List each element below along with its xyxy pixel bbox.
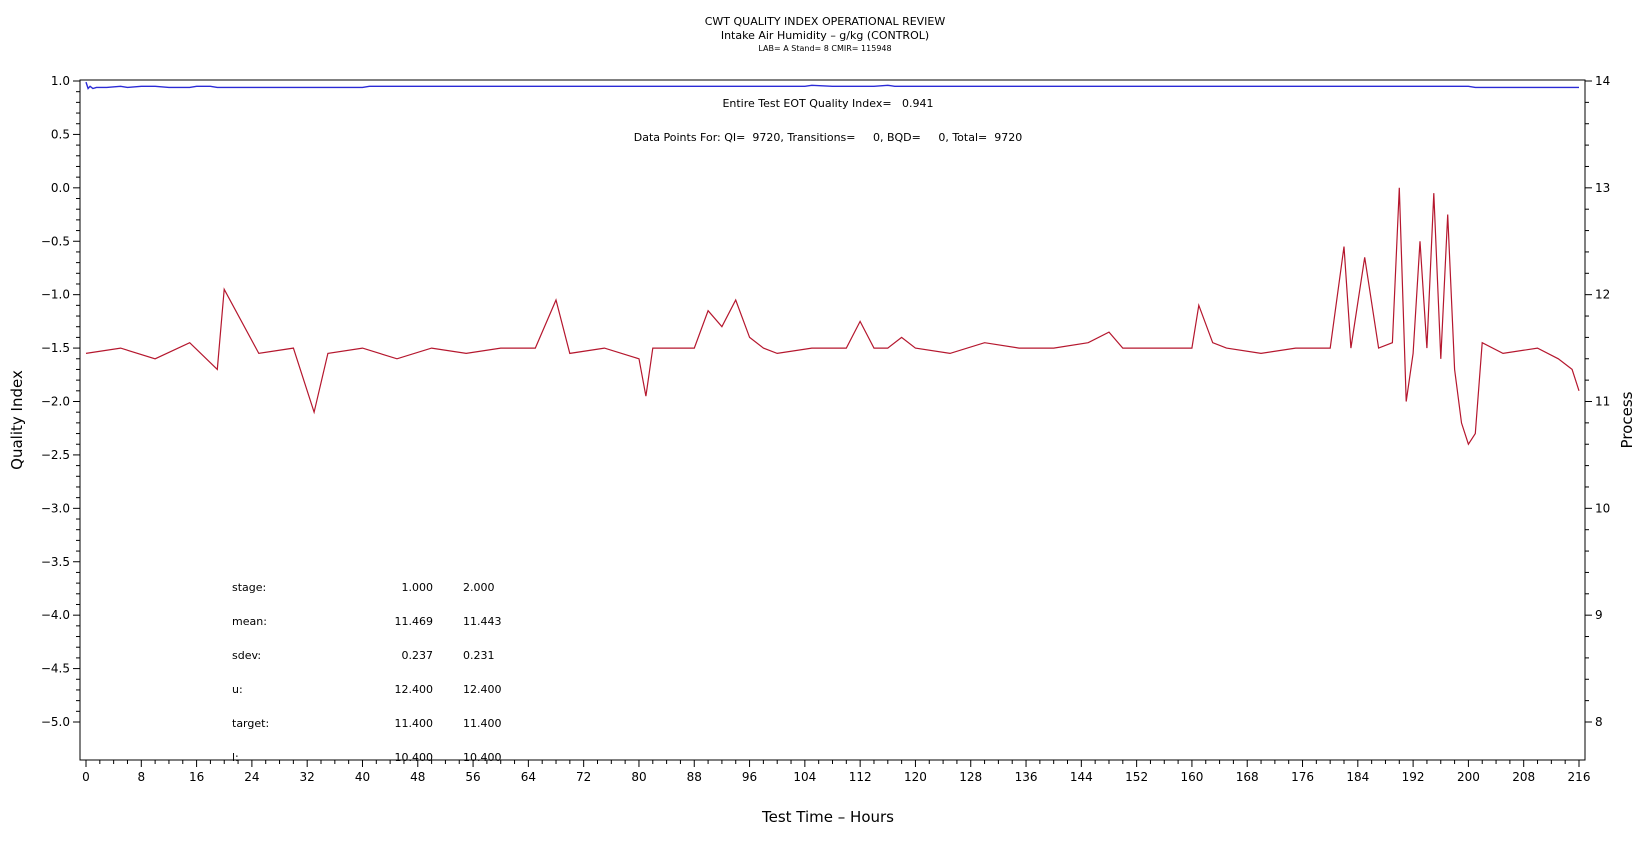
x-tick-label: 96	[742, 770, 757, 784]
x-tick-label: 8	[137, 770, 145, 784]
x-tick-label: 104	[793, 770, 816, 784]
y-left-tick-label: −4.0	[41, 608, 70, 622]
stats-row-value-stage2: 2.000	[463, 581, 495, 594]
x-tick-label: 16	[189, 770, 204, 784]
y-left-tick-label: −1.0	[41, 288, 70, 302]
y-right-tick-label: 12	[1595, 288, 1610, 302]
y-right-tick-label: 13	[1595, 181, 1610, 195]
stats-row-label: mean:	[232, 615, 267, 628]
x-tick-label: 0	[82, 770, 90, 784]
x-tick-label: 200	[1457, 770, 1480, 784]
quality-index-series-line	[85, 81, 1579, 90]
stats-row-value-stage2: 11.443	[463, 615, 502, 628]
x-tick-label: 24	[244, 770, 259, 784]
y-left-tick-label: 0.0	[51, 181, 70, 195]
x-axis-label: Test Time – Hours	[761, 808, 894, 826]
x-tick-label: 192	[1402, 770, 1425, 784]
stats-table: stage: 1.000 2.000 mean: 11.469 11.443 sdev: 0.…	[232, 581, 502, 764]
chart-subtitle: Intake Air Humidity – g/kg (CONTROL)	[721, 29, 929, 42]
stats-row-value-stage1: 1.000	[402, 581, 434, 594]
stats-row-value-stage2: 0.231	[463, 649, 495, 662]
y-left-tick-label: −4.5	[41, 662, 70, 676]
x-tick-label: 208	[1512, 770, 1535, 784]
stats-row-label: sdev:	[232, 649, 261, 662]
y-axis-right-label: Process	[1618, 391, 1636, 448]
x-tick-label: 80	[631, 770, 646, 784]
y-left-tick-label: −3.5	[41, 555, 70, 569]
x-axis-ticks: 0 8 16 24 32 40 48 56 64 72 80 88 96 104 112 120 128 136 1…	[82, 760, 1590, 784]
stats-row-value-stage1: 11.400	[395, 717, 434, 730]
y-axis-left-ticks: 1.0 0.5 0.0 −0.5 −1.0 −1.5 −2.0 −2.5 −3.0 −3.5 −4.…	[41, 74, 80, 729]
y-left-tick-label: −5.0	[41, 715, 70, 729]
y-left-tick-label: −2.0	[41, 395, 70, 409]
x-tick-label: 40	[355, 770, 370, 784]
y-right-tick-label: 8	[1595, 715, 1603, 729]
y-left-tick-label: −3.0	[41, 501, 70, 515]
x-tick-label: 72	[576, 770, 591, 784]
plot-frame	[79, 79, 1586, 761]
y-left-tick-label: 1.0	[51, 74, 70, 88]
chart-meta: LAB= A Stand= 8 CMIR= 115948	[758, 44, 891, 53]
stats-row-value-stage2: 10.400	[463, 751, 502, 764]
x-tick-label: 176	[1291, 770, 1314, 784]
stats-row-label: l:	[232, 751, 239, 764]
x-tick-label: 48	[410, 770, 425, 784]
stats-row-value-stage2: 12.400	[463, 683, 502, 696]
x-tick-label: 120	[904, 770, 927, 784]
y-right-tick-label: 14	[1595, 74, 1610, 88]
eot-quality-label: Entire Test EOT Quality Index= 0.941	[722, 97, 933, 110]
x-tick-label: 144	[1070, 770, 1093, 784]
y-left-tick-label: −2.5	[41, 448, 70, 462]
x-tick-label: 136	[1015, 770, 1038, 784]
data-points-label: Data Points For: QI= 9720, Transitions= …	[634, 131, 1022, 144]
x-tick-label: 64	[521, 770, 536, 784]
stats-row-value-stage1: 10.400	[395, 751, 434, 764]
x-tick-label: 128	[959, 770, 982, 784]
y-right-tick-label: 11	[1595, 395, 1610, 409]
y-axis-right-ticks: 14 13 12 11 10 9 8	[1585, 74, 1610, 729]
y-right-tick-label: 9	[1595, 608, 1603, 622]
process-series-line	[85, 187, 1580, 446]
x-tick-label: 168	[1236, 770, 1259, 784]
y-left-tick-label: −0.5	[41, 234, 70, 248]
x-tick-label: 56	[465, 770, 480, 784]
x-tick-label: 184	[1346, 770, 1369, 784]
y-right-tick-label: 10	[1595, 501, 1610, 515]
x-tick-label: 32	[300, 770, 315, 784]
stats-row-label: u:	[232, 683, 243, 696]
y-left-tick-label: −1.5	[41, 341, 70, 355]
x-tick-label: 88	[687, 770, 702, 784]
series-group	[85, 81, 1580, 446]
x-tick-label: 112	[849, 770, 872, 784]
stats-row-value-stage1: 11.469	[395, 615, 434, 628]
y-axis-left-label: Quality Index	[8, 370, 26, 470]
stats-row-value-stage1: 0.237	[402, 649, 434, 662]
x-tick-label: 216	[1568, 770, 1591, 784]
x-tick-label: 160	[1180, 770, 1203, 784]
x-tick-label: 152	[1125, 770, 1148, 784]
stats-row-value-stage1: 12.400	[395, 683, 434, 696]
stats-row-label: target:	[232, 717, 269, 730]
stats-row-value-stage2: 11.400	[463, 717, 502, 730]
y-left-tick-label: 0.5	[51, 127, 70, 141]
stats-row-label: stage:	[232, 581, 266, 594]
chart-title: CWT QUALITY INDEX OPERATIONAL REVIEW	[705, 15, 946, 28]
